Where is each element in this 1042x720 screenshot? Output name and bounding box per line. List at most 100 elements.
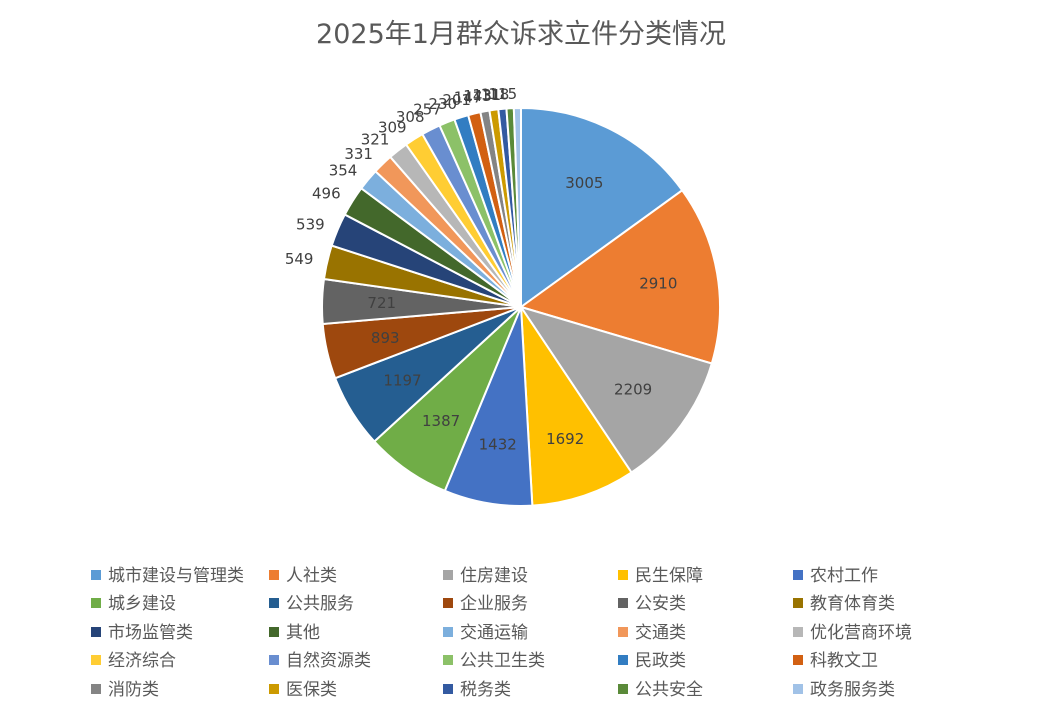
legend-swatch bbox=[793, 598, 803, 608]
pie-slice-2 bbox=[518, 188, 721, 365]
legend-swatch bbox=[443, 570, 453, 580]
legend-swatch bbox=[269, 598, 279, 608]
legend-item-7: 公共服务 bbox=[269, 594, 354, 614]
data-label-6: 1387 bbox=[422, 412, 460, 430]
legend-swatch bbox=[793, 570, 803, 580]
legend-item-12: 其他 bbox=[269, 623, 320, 643]
legend-label: 人社类 bbox=[286, 566, 337, 586]
legend-swatch bbox=[618, 627, 628, 637]
data-label-21: 147 bbox=[454, 89, 483, 107]
pie-slices bbox=[321, 106, 721, 507]
data-label-22: 143 bbox=[463, 87, 492, 105]
legend-swatch bbox=[793, 655, 803, 665]
data-label-8: 893 bbox=[371, 329, 400, 347]
legend-swatch bbox=[91, 684, 101, 694]
data-label-7: 1197 bbox=[383, 371, 421, 389]
data-label-17: 308 bbox=[396, 108, 425, 126]
data-label-20: 201 bbox=[442, 91, 471, 109]
legend-swatch bbox=[91, 598, 101, 608]
legend-label: 住房建设 bbox=[460, 566, 528, 586]
legend-item-17: 自然资源类 bbox=[269, 651, 371, 671]
legend-swatch bbox=[269, 627, 279, 637]
legend-swatch bbox=[269, 570, 279, 580]
legend-item-19: 民政类 bbox=[618, 651, 686, 671]
pie-slice-1 bbox=[520, 106, 684, 309]
data-label-23: 131 bbox=[472, 86, 501, 104]
legend-item-23: 税务类 bbox=[443, 680, 511, 700]
legend-label: 公共服务 bbox=[286, 594, 354, 614]
legend-swatch bbox=[443, 627, 453, 637]
legend-swatch bbox=[793, 627, 803, 637]
chart-title: 2025年1月群众诉求立件分类情况 bbox=[316, 19, 726, 50]
legend-swatch bbox=[618, 684, 628, 694]
legend-item-5: 农村工作 bbox=[793, 566, 878, 586]
data-label-1: 3005 bbox=[565, 174, 603, 192]
legend-label: 公安类 bbox=[635, 594, 686, 614]
legend-swatch bbox=[618, 570, 628, 580]
legend-item-22: 医保类 bbox=[269, 680, 337, 700]
legend-label: 医保类 bbox=[286, 680, 337, 700]
legend-item-13: 交通运输 bbox=[443, 623, 528, 643]
legend-label: 企业服务 bbox=[460, 594, 528, 614]
legend-label: 教育体育类 bbox=[810, 594, 895, 614]
data-label-15: 321 bbox=[361, 131, 390, 149]
data-label-2: 2910 bbox=[639, 275, 677, 293]
data-label-10: 549 bbox=[285, 250, 314, 268]
legend-label: 政务服务类 bbox=[810, 680, 895, 700]
data-label-18: 257 bbox=[413, 100, 442, 118]
legend-label: 公共卫生类 bbox=[460, 651, 545, 671]
legend-item-15: 优化营商环境 bbox=[793, 623, 912, 643]
legend-swatch bbox=[91, 570, 101, 580]
legend-swatch bbox=[91, 655, 101, 665]
data-label-4: 1692 bbox=[546, 430, 584, 448]
data-label-25: 115 bbox=[489, 85, 518, 103]
legend-item-11: 市场监管类 bbox=[91, 623, 193, 643]
legend-item-18: 公共卫生类 bbox=[443, 651, 545, 671]
legend-swatch bbox=[443, 655, 453, 665]
legend-label: 消防类 bbox=[108, 680, 159, 700]
legend-label: 税务类 bbox=[460, 680, 511, 700]
legend-item-6: 城乡建设 bbox=[91, 594, 176, 614]
data-labels: 3005 2910 2209 1692 1432 1387 1197 893 721 549 539… bbox=[285, 85, 678, 453]
legend-item-2: 人社类 bbox=[269, 566, 337, 586]
legend-item-9: 公安类 bbox=[618, 594, 686, 614]
legend-item-10: 教育体育类 bbox=[793, 594, 895, 614]
legend-swatch bbox=[91, 627, 101, 637]
legend-swatch bbox=[269, 655, 279, 665]
legend-item-8: 企业服务 bbox=[443, 594, 528, 614]
legend-label: 民政类 bbox=[635, 651, 686, 671]
data-label-3: 2209 bbox=[614, 381, 652, 399]
data-label-9: 721 bbox=[367, 294, 396, 312]
data-label-24: 118 bbox=[481, 85, 510, 103]
legend-label: 自然资源类 bbox=[286, 651, 371, 671]
legend-label: 交通运输 bbox=[460, 623, 528, 643]
legend-item-4: 民生保障 bbox=[618, 566, 703, 586]
legend-swatch bbox=[618, 655, 628, 665]
data-label-12: 496 bbox=[312, 185, 341, 203]
pie-slice-4 bbox=[519, 303, 633, 507]
legend-swatch bbox=[443, 598, 453, 608]
data-label-11: 539 bbox=[296, 215, 325, 233]
legend-item-1: 城市建设与管理类 bbox=[91, 566, 244, 586]
data-label-5: 1432 bbox=[479, 435, 517, 453]
legend-label: 科教文卫 bbox=[810, 651, 878, 671]
legend-label: 其他 bbox=[286, 623, 320, 643]
pie-slice-25 bbox=[512, 106, 522, 308]
legend-label: 民生保障 bbox=[635, 566, 703, 586]
legend-label: 优化营商环境 bbox=[810, 623, 912, 643]
legend-item-20: 科教文卫 bbox=[793, 651, 878, 671]
legend-item-16: 经济综合 bbox=[91, 651, 176, 671]
legend-swatch bbox=[618, 598, 628, 608]
legend-swatch bbox=[793, 684, 803, 694]
legend-label: 交通类 bbox=[635, 623, 686, 643]
data-label-19: 230 bbox=[428, 95, 457, 113]
legend-item-14: 交通类 bbox=[618, 623, 686, 643]
legend-item-24: 公共安全 bbox=[618, 680, 703, 700]
legend-swatch bbox=[443, 684, 453, 694]
legend-label: 市场监管类 bbox=[108, 623, 193, 643]
legend-label: 公共安全 bbox=[635, 680, 703, 700]
legend-swatch bbox=[269, 684, 279, 694]
data-label-14: 331 bbox=[344, 145, 373, 163]
